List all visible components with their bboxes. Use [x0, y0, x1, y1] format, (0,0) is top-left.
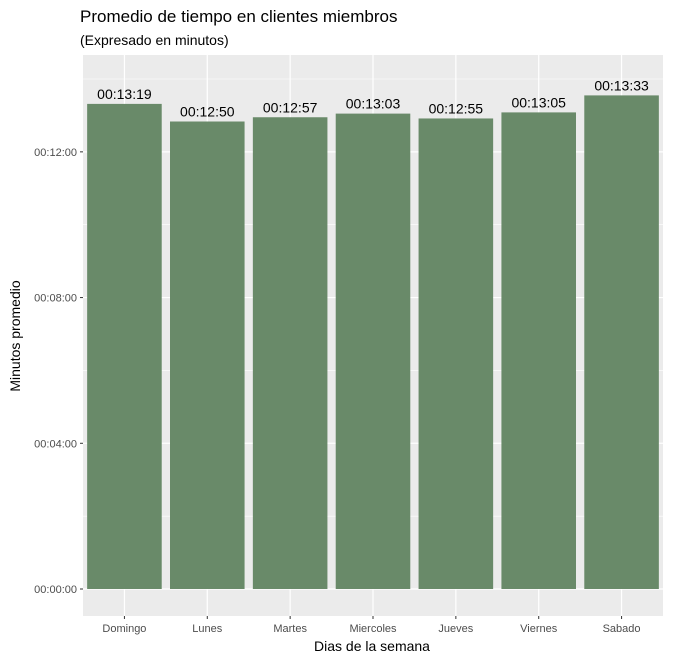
x-axis: Domingo Lunes Martes Miercoles Jueves Viernes…: [102, 616, 641, 635]
y-axis: 00:00:00 00:04:00 00:08:00 00:12:00: [34, 147, 83, 596]
bar-domingo: [87, 103, 162, 590]
x-tick-label: Lunes: [192, 623, 222, 635]
chart-subtitle: (Expresado en minutos): [80, 32, 229, 48]
data-label: 00:12:57: [263, 99, 318, 115]
bar-miercoles: [335, 113, 411, 589]
x-tick-label: Martes: [273, 623, 307, 635]
bar-sabado: [584, 95, 659, 590]
data-label: 00:13:03: [346, 96, 401, 112]
y-tick-label: 00:08:00: [34, 293, 77, 305]
data-label: 00:13:33: [594, 77, 649, 93]
y-tick-label: 00:00:00: [34, 584, 77, 596]
y-tick-label: 00:12:00: [34, 147, 77, 159]
x-tick-label: Sabado: [603, 623, 641, 635]
data-label: 00:13:05: [511, 94, 566, 110]
bar-lunes: [170, 121, 245, 589]
y-tick-label: 00:04:00: [34, 438, 77, 450]
x-tick-label: Jueves: [438, 623, 473, 635]
bars: 00:13:19 00:12:50 00:12:57 00:13:03 00:12:55…: [87, 77, 659, 590]
bar-martes: [252, 117, 328, 589]
y-axis-title: Minutos promedio: [7, 280, 23, 391]
bar-viernes: [501, 112, 576, 590]
data-label: 00:12:55: [429, 100, 484, 116]
x-tick-label: Domingo: [102, 623, 146, 635]
x-tick-label: Miercoles: [349, 623, 397, 635]
x-axis-title: Dias de la semana: [314, 638, 430, 654]
chart-title: Promedio de tiempo en clientes miembros: [80, 7, 397, 26]
x-tick-label: Viernes: [520, 623, 558, 635]
data-label: 00:13:19: [97, 86, 152, 102]
data-label: 00:12:50: [180, 104, 235, 120]
bar-jueves: [418, 118, 494, 589]
